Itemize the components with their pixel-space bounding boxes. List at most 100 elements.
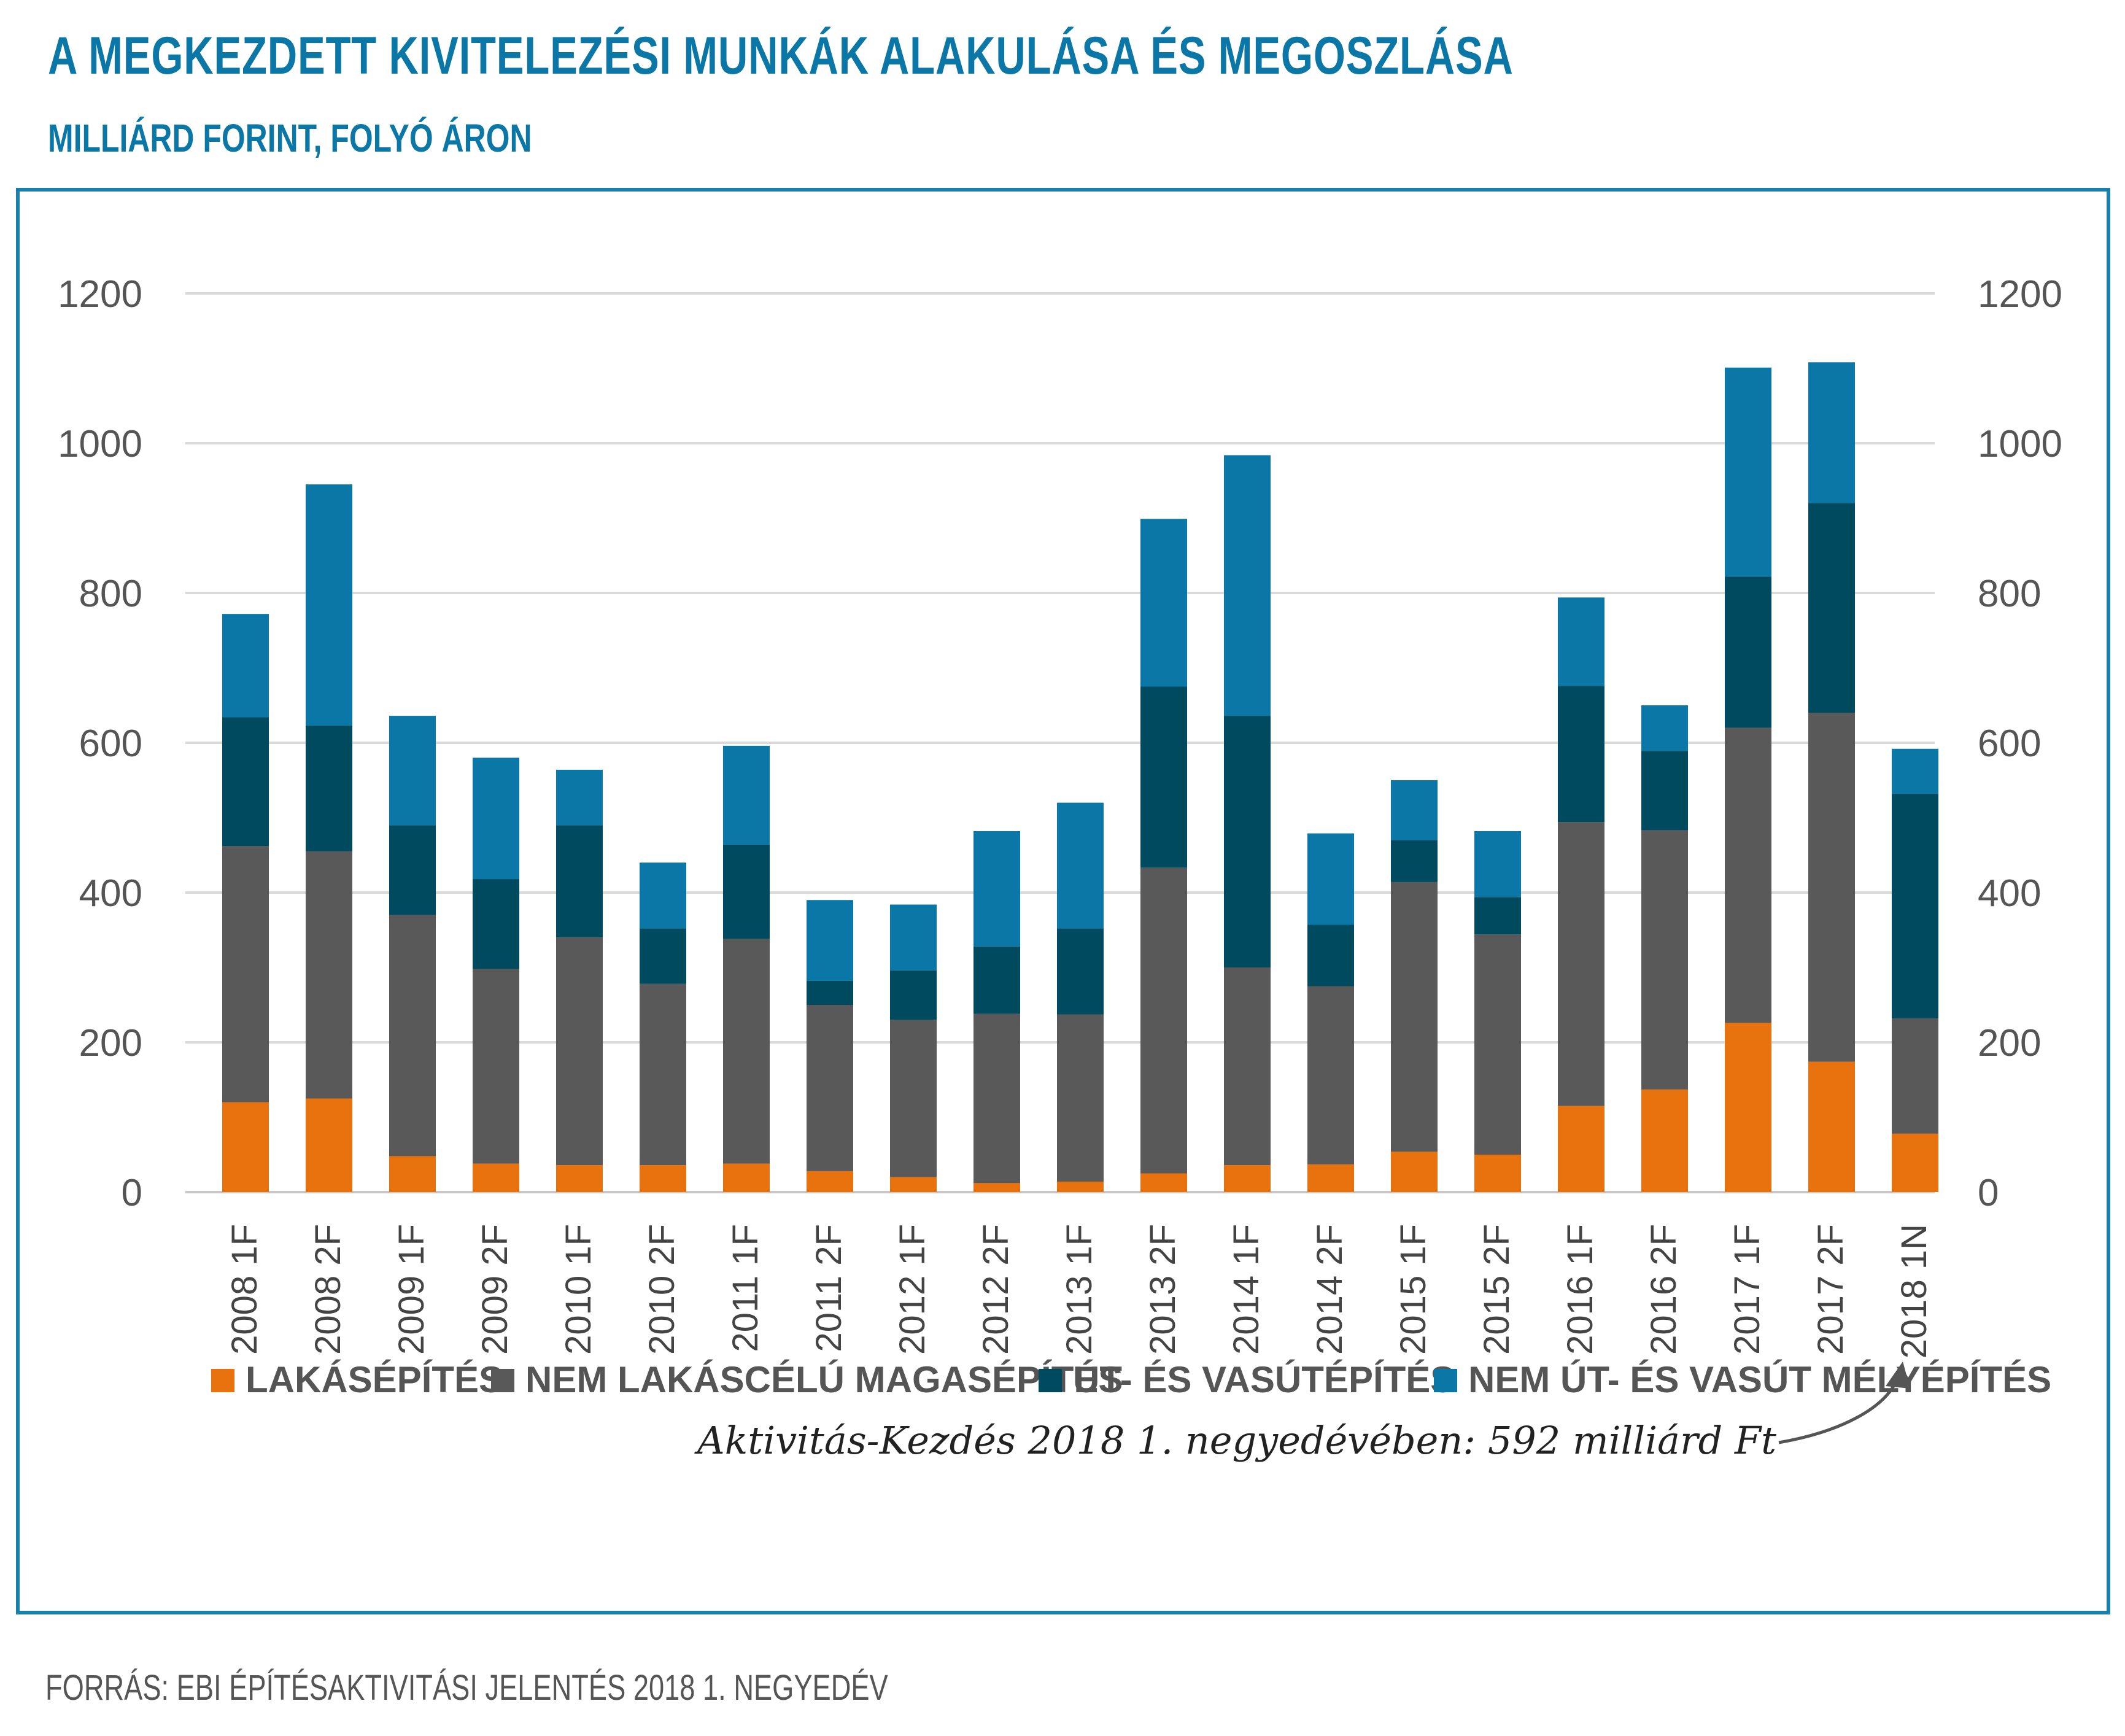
bar-segment-3 <box>1057 928 1104 1015</box>
bar-segment-3 <box>306 725 352 851</box>
bar-segment-2 <box>1558 822 1604 1106</box>
annotation-arrowhead <box>1886 1362 1910 1389</box>
legend-swatch-2 <box>491 1369 514 1392</box>
bar-segment-2 <box>306 851 352 1099</box>
bar-segment-1 <box>556 1165 603 1192</box>
annotation-text: Aktivitás-Kezdés 2018 1. negyedévében: 5… <box>694 1418 1776 1463</box>
bar-segment-1 <box>1725 1023 1771 1192</box>
legend-label-4: NEM ÚT- ÉS VASÚT MÉLYÉPÍTÉS <box>1468 1359 2051 1400</box>
bar-segment-2 <box>723 939 770 1164</box>
bar-segment-1 <box>640 1165 686 1192</box>
bar-segment-1 <box>723 1163 770 1192</box>
legend-swatch-1 <box>211 1369 234 1392</box>
bar-segment-3 <box>1725 576 1771 728</box>
bar-segment-1 <box>222 1102 269 1192</box>
bar-segment-1 <box>890 1177 937 1192</box>
x-category-label: 2018 1N <box>1894 1224 1934 1358</box>
bar-segment-2 <box>1892 1018 1938 1134</box>
bar-segment-2 <box>1808 713 1855 1062</box>
x-category-label: 2013 2F <box>1143 1224 1183 1355</box>
bar-segment-1 <box>473 1163 519 1192</box>
y-tick-label-left: 1000 <box>58 423 142 465</box>
bar-segment-3 <box>807 980 853 1005</box>
bar-segment-4 <box>556 769 603 826</box>
legend-swatch-4 <box>1434 1369 1457 1392</box>
stacked-bar-chart: 0 0 200 200 400 400 600 600 800 800 1000 1000 1200 12… <box>58 273 2062 1463</box>
bar-segment-3 <box>473 879 519 969</box>
bar-segment-1 <box>1391 1152 1438 1192</box>
bar-segment-2 <box>1474 934 1521 1155</box>
bar-segment-2 <box>640 983 686 1166</box>
x-category-label: 2014 1F <box>1226 1224 1266 1355</box>
bar-segment-1 <box>306 1098 352 1192</box>
bar-segment-1 <box>389 1156 436 1192</box>
bar-segment-1 <box>1892 1133 1938 1192</box>
y-tick-label-left: 1200 <box>58 273 142 316</box>
bar-segment-3 <box>389 825 436 915</box>
bar-segment-2 <box>1140 867 1187 1174</box>
bar-segment-2 <box>1307 986 1354 1164</box>
y-tick-label-right: 200 <box>1978 1022 2041 1064</box>
bar-segment-3 <box>1224 716 1271 967</box>
annotation: Aktivitás-Kezdés 2018 1. negyedévében: 5… <box>694 1362 1910 1463</box>
x-category-label: 2010 1F <box>559 1224 598 1355</box>
x-category-label: 2015 1F <box>1393 1224 1433 1355</box>
chart-title: A MEGKEZDETT KIVITELEZÉSI MUNKÁK ALAKULÁ… <box>48 26 1514 85</box>
chart-subtitle: MILLIÁRD FORINT, FOLYÓ ÁRON <box>48 116 532 160</box>
bar-segment-2 <box>973 1013 1020 1184</box>
x-category-label: 2012 2F <box>976 1224 1016 1355</box>
bar-segment-1 <box>1558 1106 1604 1192</box>
bar-segment-4 <box>973 831 1020 947</box>
x-category-label: 2012 1F <box>892 1224 932 1355</box>
bar-segment-2 <box>890 1020 937 1177</box>
bar-segment-4 <box>389 716 436 826</box>
y-tick-label-right: 1000 <box>1978 423 2062 465</box>
bar-segment-3 <box>973 946 1020 1014</box>
x-category-label: 2010 2F <box>642 1224 682 1355</box>
x-category-label: 2015 2F <box>1477 1224 1517 1355</box>
y-tick-label-right: 600 <box>1978 723 2041 765</box>
bar-segment-3 <box>222 717 269 847</box>
x-category-label: 2016 1F <box>1560 1224 1600 1355</box>
bar-segment-1 <box>1808 1061 1855 1192</box>
x-category-label: 2017 2F <box>1811 1224 1851 1355</box>
y-tick-label-left: 400 <box>79 872 142 915</box>
bar-segment-3 <box>1808 503 1855 713</box>
bar-segment-1 <box>1641 1089 1688 1192</box>
axis-labels: 0 0 200 200 400 400 600 600 800 800 1000 1000 1200 12… <box>58 273 2062 1358</box>
bar-segment-1 <box>973 1183 1020 1192</box>
bar-segment-3 <box>556 825 603 938</box>
y-tick-label-left: 0 <box>122 1172 142 1214</box>
bar-segment-4 <box>640 862 686 929</box>
bar-segment-4 <box>1892 748 1938 794</box>
bar-segment-4 <box>1057 802 1104 929</box>
bar-segment-2 <box>1057 1014 1104 1182</box>
bar-segment-2 <box>1391 882 1438 1152</box>
bar-segment-4 <box>1725 367 1771 577</box>
x-category-label: 2017 1F <box>1727 1224 1767 1355</box>
legend: LAKÁSÉPÍTÉS NEM LAKÁSCÉLÚ MAGASÉPÍTÉSÚT- … <box>211 1359 2051 1400</box>
bar-segment-4 <box>1140 519 1187 687</box>
x-category-label: 2011 1F <box>726 1224 765 1352</box>
bar-segment-2 <box>473 969 519 1164</box>
bar-segment-4 <box>1224 455 1271 716</box>
bar-segment-3 <box>890 970 937 1020</box>
bar-segment-1 <box>1307 1164 1354 1192</box>
bar-segment-4 <box>1307 833 1354 925</box>
bar-segment-4 <box>1641 705 1688 751</box>
x-category-label: 2009 1F <box>392 1224 432 1355</box>
bar-segment-3 <box>1391 840 1438 882</box>
bar-segment-3 <box>1558 686 1604 823</box>
y-tick-label-right: 0 <box>1978 1172 1999 1214</box>
chart-frame: 0 0 200 200 400 400 600 600 800 800 1000 1000 1200 12… <box>16 188 2110 1614</box>
bar-segment-4 <box>473 758 519 880</box>
bar-segment-3 <box>640 928 686 984</box>
source-note: FORRÁS: EBI ÉPÍTÉSAKTIVITÁSI JELENTÉS 20… <box>45 1668 888 1708</box>
bar-segment-1 <box>807 1171 853 1192</box>
y-tick-label-right: 400 <box>1978 872 2041 915</box>
bar-segment-1 <box>1224 1165 1271 1192</box>
x-category-label: 2014 2F <box>1310 1224 1350 1355</box>
bar-segment-4 <box>807 900 853 981</box>
legend-swatch-3 <box>1039 1369 1062 1392</box>
bar-segment-1 <box>1057 1181 1104 1192</box>
